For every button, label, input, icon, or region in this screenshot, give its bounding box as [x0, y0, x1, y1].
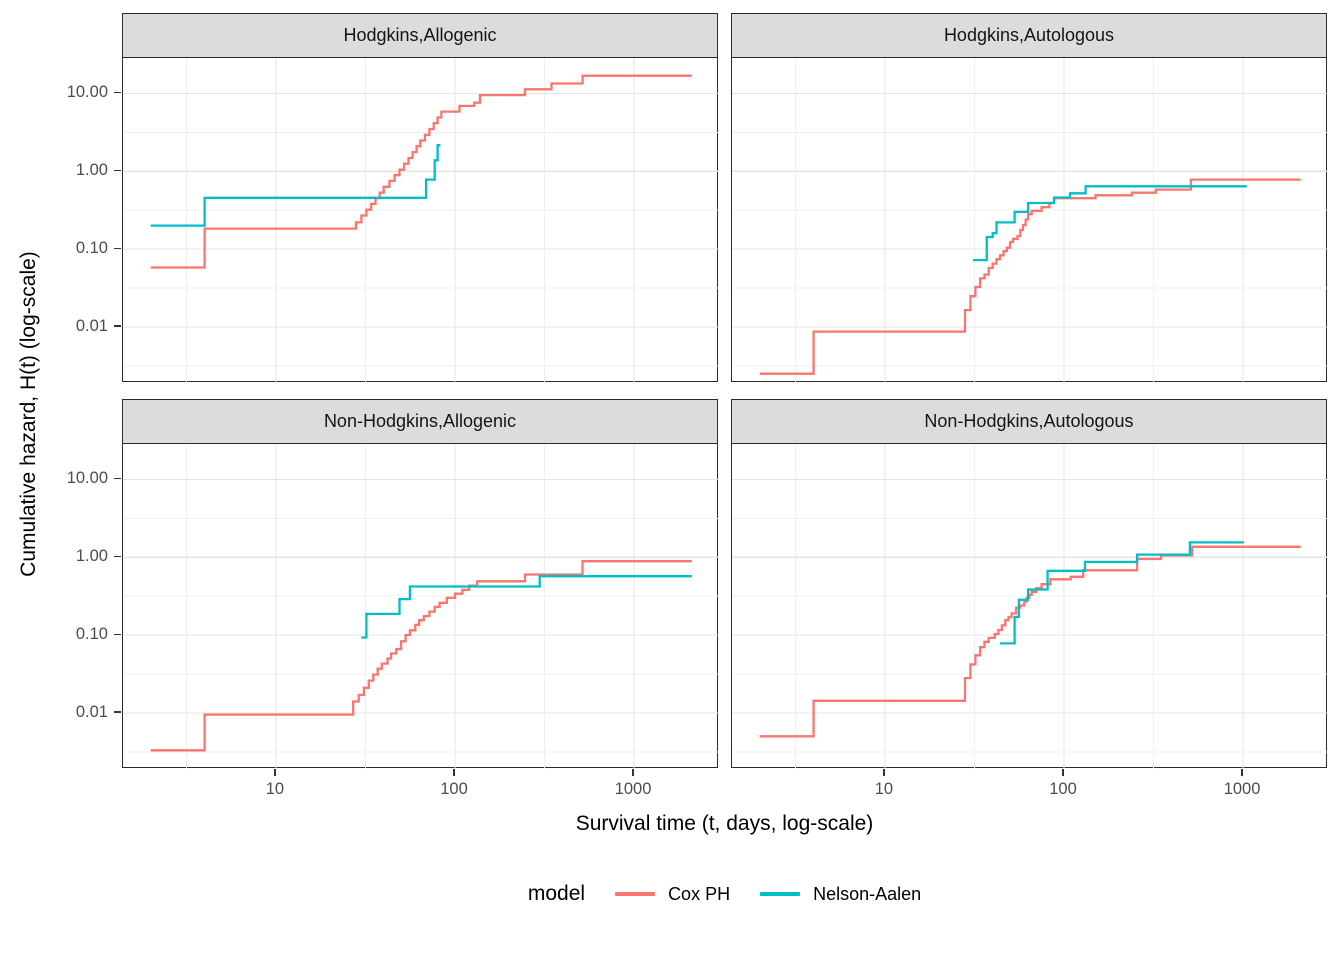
y-tick-mark — [114, 247, 121, 250]
x-tick-label: 1000 — [1223, 780, 1261, 798]
y-tick-label: 10.00 — [66, 469, 108, 488]
x-axis-title: Survival time (t, days, log-scale) — [575, 812, 874, 835]
facet-strip-label: Hodgkins,Autologous — [943, 25, 1115, 45]
x-tick-label: 10 — [874, 780, 894, 798]
y-tick-mark — [114, 633, 121, 636]
x-tick-label: 100 — [440, 780, 468, 798]
facet-strip-label: Hodgkins,Allogenic — [343, 25, 497, 45]
x-tick-label: 10 — [265, 780, 285, 798]
legend-label-nelson-aalen: Nelson-Aalen — [813, 883, 922, 904]
facet-strip-non-hodgkins-allogenic: Non-Hodgkins,Allogenic — [122, 399, 718, 444]
facet-strip-hodgkins-allogenic: Hodgkins,Allogenic — [122, 13, 718, 58]
facet-panel-non-hodgkins-allogenic — [122, 443, 719, 769]
legend-title: model — [527, 882, 586, 905]
series-line-cox-ph — [759, 545, 1301, 738]
y-tick-label: 1.00 — [75, 547, 108, 566]
x-tick-mark — [1241, 769, 1243, 776]
y-tick-label: 0.10 — [75, 625, 108, 644]
series-line-cox-ph — [150, 74, 692, 269]
facet-strip-label: Non-Hodgkins,Allogenic — [323, 411, 517, 431]
y-tick-mark — [114, 477, 121, 480]
facet-strip-non-hodgkins-autologous: Non-Hodgkins,Autologous — [731, 399, 1327, 444]
x-tick-label: 1000 — [614, 780, 652, 798]
x-tick-mark — [1062, 769, 1064, 776]
y-axis-title: Cumulative hazard, H(t) (log-scale) — [17, 251, 40, 577]
series-line-cox-ph — [150, 560, 692, 752]
facet-panel-non-hodgkins-autologous — [731, 443, 1328, 769]
facet-panel-hodgkins-autologous — [731, 57, 1328, 383]
y-tick-mark — [114, 325, 121, 327]
y-tick-mark — [114, 91, 121, 94]
series-line-nelson-aalen — [1000, 541, 1244, 645]
x-tick-mark — [453, 769, 455, 776]
nelson-aalen-line-swatch — [760, 892, 801, 896]
y-tick-mark — [114, 711, 121, 713]
y-tick-mark — [114, 169, 121, 172]
legend-item-cox-ph: Cox PH — [615, 884, 730, 905]
y-tick-label: 0.01 — [75, 702, 108, 721]
y-tick-label: 1.00 — [75, 161, 108, 180]
facet-panel-hodgkins-allogenic — [122, 57, 719, 383]
x-tick-mark — [632, 769, 634, 776]
legend-label-cox-ph: Cox PH — [668, 883, 731, 904]
x-tick-mark — [883, 769, 885, 776]
facet-strip-hodgkins-autologous: Hodgkins,Autologous — [731, 13, 1327, 58]
facet-strip-label: Non-Hodgkins,Autologous — [924, 411, 1134, 431]
x-tick-mark — [274, 769, 276, 776]
y-tick-label: 0.10 — [75, 239, 108, 258]
series-line-nelson-aalen — [361, 575, 692, 639]
cox-ph-line-swatch — [615, 892, 656, 896]
series-line-nelson-aalen — [972, 185, 1247, 262]
y-tick-label: 0.01 — [75, 316, 108, 335]
legend: model Cox PH Nelson-Aalen — [122, 882, 1327, 906]
series-line-nelson-aalen — [150, 144, 441, 227]
legend-item-nelson-aalen: Nelson-Aalen — [760, 884, 921, 905]
series-line-cox-ph — [759, 178, 1301, 375]
y-tick-label: 10.00 — [66, 83, 108, 102]
y-tick-mark — [114, 555, 121, 558]
x-tick-label: 100 — [1049, 780, 1077, 798]
